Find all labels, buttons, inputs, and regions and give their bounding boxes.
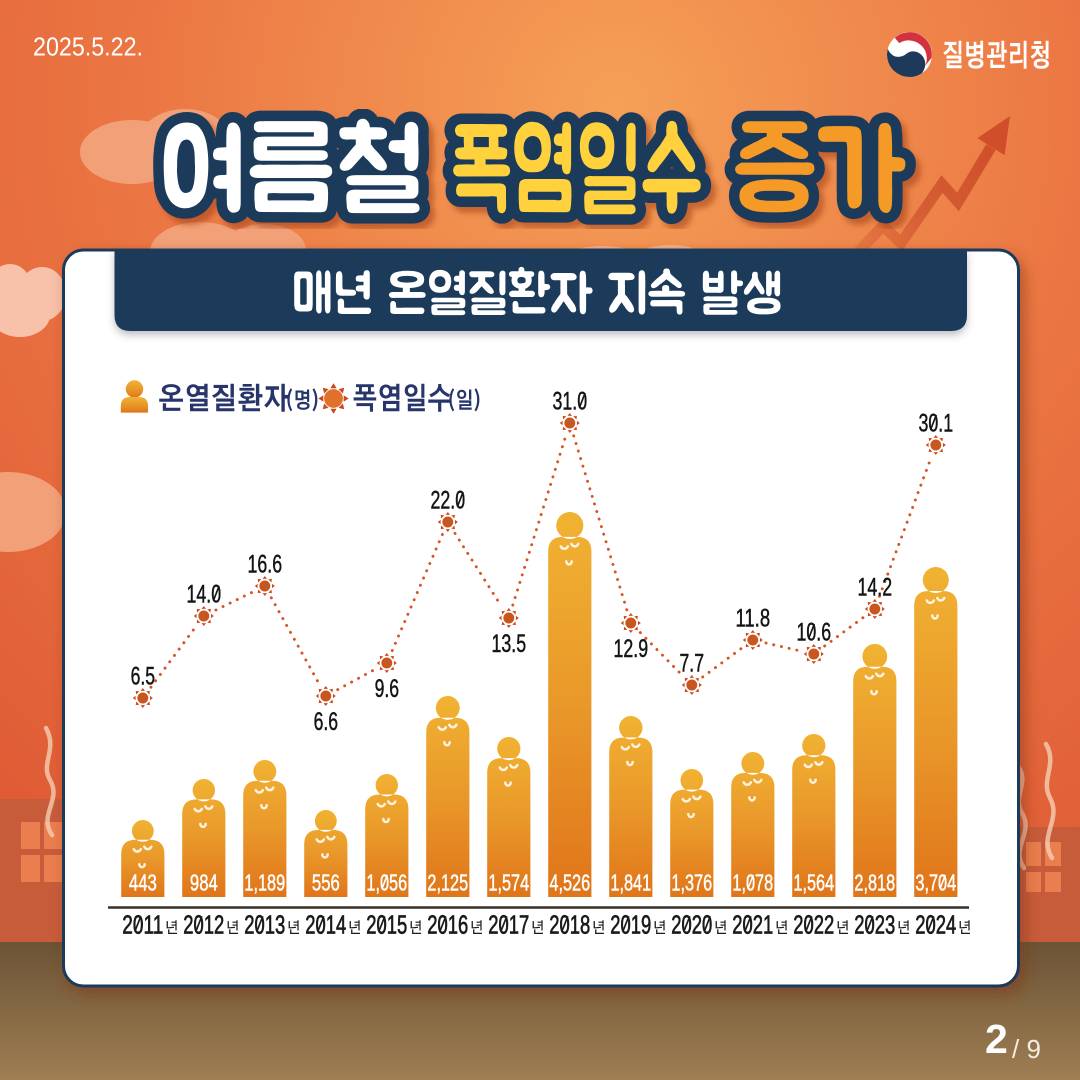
svg-text:2011: 2011: [122, 910, 163, 940]
svg-text:443: 443: [129, 870, 157, 896]
svg-text:2025.5.22.: 2025.5.22.: [33, 32, 143, 62]
svg-text:13.5: 13.5: [492, 630, 527, 658]
svg-text:984: 984: [190, 870, 218, 896]
svg-text:2,125: 2,125: [427, 870, 468, 896]
svg-text:9.6: 9.6: [375, 675, 400, 703]
svg-text:4,526: 4,526: [549, 870, 590, 896]
svg-text:2020: 2020: [671, 910, 712, 940]
svg-text:1,841: 1,841: [610, 870, 651, 896]
svg-text:12.9: 12.9: [614, 635, 649, 663]
svg-text:2: 2: [985, 1016, 1008, 1062]
svg-text:2023: 2023: [854, 910, 895, 940]
svg-text:2016: 2016: [427, 910, 468, 940]
svg-text:14.2: 14.2: [858, 574, 893, 602]
svg-text:16.6: 16.6: [248, 551, 283, 579]
svg-text:2018: 2018: [549, 910, 590, 940]
svg-text:556: 556: [312, 870, 340, 896]
svg-text:14.0: 14.0: [187, 581, 222, 609]
svg-text:2024: 2024: [915, 910, 956, 940]
svg-text:2017: 2017: [488, 910, 529, 940]
svg-text:1,078: 1,078: [732, 870, 773, 896]
svg-text:2022: 2022: [793, 910, 834, 940]
svg-text:/ 9: / 9: [1012, 1034, 1041, 1064]
svg-text:6.5: 6.5: [131, 663, 156, 691]
svg-text:11.8: 11.8: [736, 605, 771, 633]
svg-text:1,376: 1,376: [671, 870, 712, 896]
svg-text:2021: 2021: [732, 910, 773, 940]
svg-text:2019: 2019: [610, 910, 651, 940]
svg-text:3,704: 3,704: [915, 870, 956, 896]
svg-text:7.7: 7.7: [680, 650, 705, 678]
svg-text:1,574: 1,574: [488, 870, 529, 896]
svg-text:2012: 2012: [183, 910, 224, 940]
svg-text:2013: 2013: [244, 910, 285, 940]
svg-text:1,189: 1,189: [244, 870, 285, 896]
svg-text:2015: 2015: [366, 910, 407, 940]
svg-text:2014: 2014: [305, 910, 346, 940]
svg-text:1,056: 1,056: [366, 870, 407, 896]
svg-text:1,564: 1,564: [793, 870, 834, 896]
svg-text:30.1: 30.1: [919, 410, 954, 438]
svg-text:6.6: 6.6: [314, 708, 339, 736]
svg-text:10.6: 10.6: [797, 619, 832, 647]
svg-text:2,818: 2,818: [854, 870, 895, 896]
